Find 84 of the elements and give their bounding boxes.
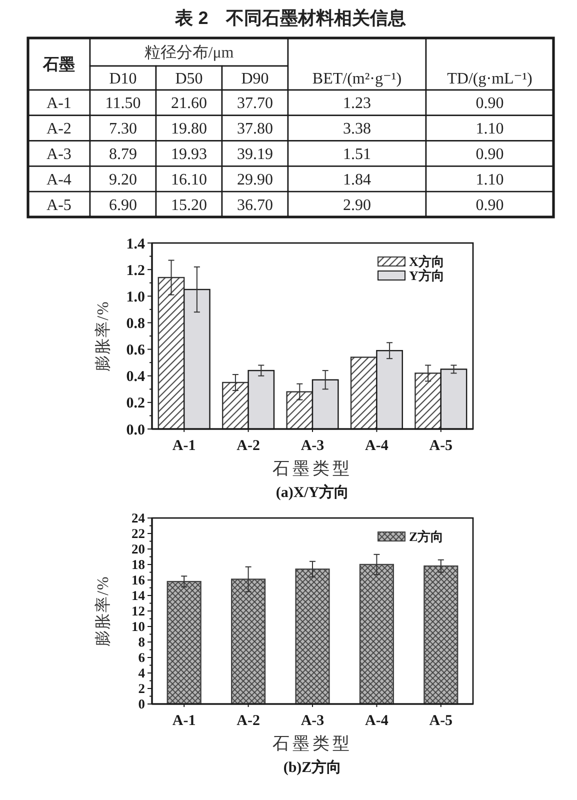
data-label: 0.90	[476, 95, 504, 112]
y-tick-label: 6	[138, 650, 146, 666]
legend-label: X方向	[409, 254, 444, 270]
data-label: 1.51	[343, 146, 371, 163]
x-tick-label: A-2	[236, 438, 260, 454]
data-label: 19.80	[171, 120, 207, 138]
text: 石墨	[42, 56, 75, 74]
data-label: 0.90	[476, 146, 504, 163]
y-tick-label: 0.4	[126, 369, 146, 386]
x-tick-label: D10	[109, 70, 137, 88]
data-label: 19.93	[171, 146, 207, 163]
y-tick-label: A-1	[46, 95, 72, 112]
x-axis-title: 石墨类型	[272, 459, 352, 478]
x-tick-label: A-1	[172, 438, 196, 454]
data-label: 16.10	[171, 171, 207, 188]
data-label: 21.60	[171, 95, 207, 112]
data-label: 9.20	[109, 171, 137, 188]
data-label: 6.90	[109, 196, 137, 214]
data-label: 29.90	[237, 171, 273, 188]
x-tick-label: A-2	[236, 713, 260, 729]
y-tick-label: 4	[138, 666, 146, 681]
y-tick-label: 20	[132, 542, 146, 557]
y-tick-label: 0.2	[126, 396, 145, 412]
y-tick-label: 1.2	[126, 262, 145, 279]
y-tick-label: 1.0	[126, 289, 145, 306]
y-tick-label: A-2	[46, 120, 72, 138]
y-tick-label: 14	[132, 588, 146, 604]
text: (a)X/Y方向	[276, 483, 350, 501]
data-label: 2.90	[343, 196, 371, 214]
x-tick-label: A-5	[429, 438, 453, 454]
y-tick-label: 0.6	[126, 342, 146, 359]
y-axis-title: 膨胀率/%	[94, 576, 112, 646]
legend-label: Z方向	[409, 529, 444, 544]
data-label: 1.10	[476, 120, 504, 138]
y-tick-label: 10	[132, 619, 146, 634]
bar	[424, 565, 458, 705]
data-label: 1.23	[343, 95, 371, 112]
x-tick-label: D50	[175, 70, 203, 88]
y-tick-label: 16	[132, 572, 146, 588]
y-tick-label: 0.8	[126, 316, 145, 332]
x-tick-label: A-4	[365, 713, 389, 729]
data-label: 1.84	[343, 171, 371, 188]
y-tick-label: 24	[132, 510, 146, 526]
y-tick-label: 8	[138, 634, 146, 650]
x-tick-label: A-5	[429, 713, 453, 729]
data-label: 3.38	[343, 120, 371, 138]
x-tick-label: A-3	[300, 438, 324, 454]
data-label: 8.79	[109, 146, 137, 163]
y-tick-label: 12	[132, 604, 146, 619]
data-label: 7.30	[109, 120, 137, 138]
data-label: 37.80	[237, 120, 273, 138]
y-tick-label: A-4	[46, 171, 72, 188]
bar	[359, 564, 394, 705]
y-tick-label: 1.4	[126, 236, 146, 252]
legend-label: Y方向	[409, 268, 444, 284]
data-label: 39.19	[237, 146, 273, 163]
x-tick-label: A-1	[172, 713, 196, 729]
data-label: 11.50	[105, 95, 141, 112]
x-tick-label: A-4	[365, 438, 389, 454]
y-tick-label: 18	[132, 557, 146, 572]
y-tick-label: A-5	[46, 196, 72, 214]
y-tick-label: A-3	[46, 146, 72, 163]
x-tick-label: A-3	[300, 713, 324, 729]
text: 粒径分布/μm	[144, 44, 234, 62]
x-tick-label: TD/(g·mL⁻¹)	[447, 70, 532, 88]
y-tick-label: 0.0	[126, 422, 145, 438]
data-label: 15.20	[171, 196, 207, 214]
data-label: 0.90	[476, 196, 504, 214]
chart-title: 表 2 不同石墨材料相关信息	[174, 8, 406, 28]
data-label: 1.10	[476, 171, 504, 188]
y-tick-label: 2	[138, 681, 146, 696]
data-label: 37.70	[237, 95, 273, 112]
bar	[350, 356, 378, 430]
bar	[166, 580, 202, 705]
y-axis-title: 膨胀率/%	[94, 300, 112, 372]
bar	[295, 568, 330, 705]
x-tick-label: BET/(m²·g⁻¹)	[312, 70, 402, 88]
data-label: 36.70	[237, 196, 273, 214]
text: (b)Z方向	[283, 758, 342, 776]
y-tick-label: 22	[132, 526, 146, 542]
x-tick-label: D90	[241, 70, 269, 88]
y-tick-label: 0	[138, 696, 146, 712]
bar	[231, 578, 266, 705]
x-axis-title: 石墨类型	[272, 734, 352, 753]
